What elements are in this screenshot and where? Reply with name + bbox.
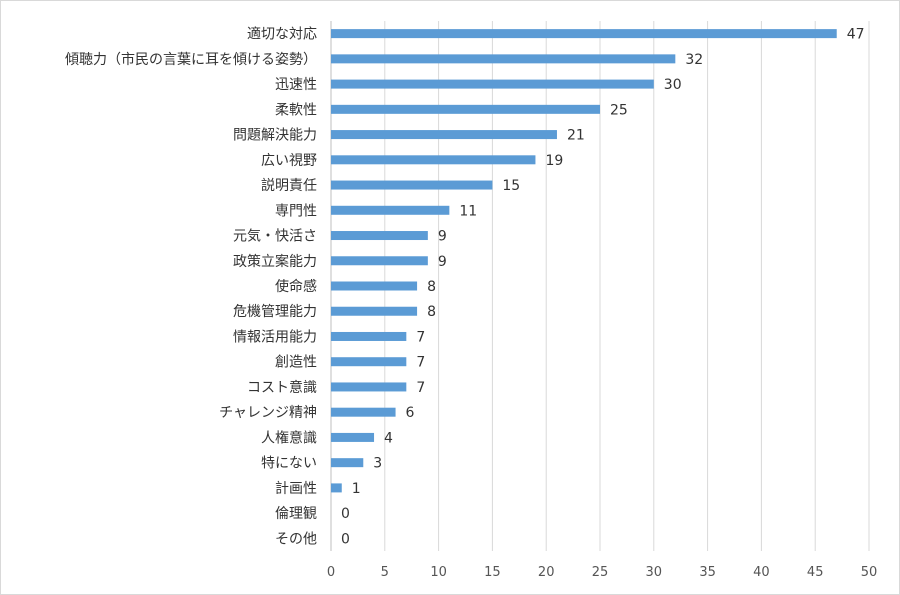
bar xyxy=(331,483,342,493)
category-label: 危機管理能力 xyxy=(233,304,317,320)
x-tick-label: 20 xyxy=(538,565,555,580)
bar xyxy=(331,29,837,39)
data-label: 7 xyxy=(416,329,425,345)
bar xyxy=(331,407,396,417)
category-label: チャレンジ精神 xyxy=(219,405,317,421)
category-label: 使命感 xyxy=(275,278,317,295)
x-tick-label: 5 xyxy=(381,565,389,580)
bar xyxy=(331,130,557,140)
bar xyxy=(331,432,375,442)
bar xyxy=(331,331,407,341)
data-label: 1 xyxy=(352,481,361,497)
bar xyxy=(331,281,418,291)
category-label: 傾聴力（市民の言葉に耳を傾ける姿勢） xyxy=(65,51,317,68)
bar xyxy=(331,231,428,241)
data-label: 32 xyxy=(685,52,703,68)
category-label: 専門性 xyxy=(275,203,317,219)
category-label: 広い視野 xyxy=(261,153,317,169)
data-label: 9 xyxy=(438,229,447,245)
x-tick-label: 0 xyxy=(327,565,335,580)
data-label: 25 xyxy=(610,102,628,118)
data-label: 21 xyxy=(567,128,585,144)
bar xyxy=(331,180,493,190)
bar xyxy=(331,79,654,89)
bar xyxy=(331,357,407,367)
category-label: 創造性 xyxy=(275,355,317,371)
category-label: 元気・快活さ xyxy=(233,229,317,245)
bar xyxy=(331,458,364,468)
x-tick-label: 30 xyxy=(646,565,663,580)
data-label: 8 xyxy=(427,279,436,295)
category-label: 計画性 xyxy=(275,481,317,497)
category-label: 政策立案能力 xyxy=(233,253,317,270)
category-label: コスト意識 xyxy=(247,379,317,396)
data-label: 8 xyxy=(427,304,436,320)
bar xyxy=(331,104,600,114)
category-label: その他 xyxy=(275,531,317,547)
data-label: 0 xyxy=(341,506,350,522)
x-tick-label: 35 xyxy=(699,565,716,580)
data-label: 11 xyxy=(459,203,477,219)
bar xyxy=(331,306,418,316)
x-tick-label: 10 xyxy=(430,565,447,580)
bar xyxy=(331,256,428,266)
x-tick-label: 25 xyxy=(592,565,609,580)
data-label: 19 xyxy=(545,153,563,169)
category-label: 倫理観 xyxy=(275,505,317,522)
data-label: 6 xyxy=(406,405,415,421)
data-label: 9 xyxy=(438,254,447,270)
category-label: 柔軟性 xyxy=(275,102,317,118)
category-label: 迅速性 xyxy=(275,77,317,93)
data-label: 0 xyxy=(341,531,350,547)
x-tick-label: 40 xyxy=(753,565,770,580)
category-label: 情報活用能力 xyxy=(233,329,317,345)
category-label: 問題解決能力 xyxy=(233,128,317,144)
data-label: 47 xyxy=(847,27,865,43)
data-label: 15 xyxy=(502,178,520,194)
x-tick-label: 15 xyxy=(484,565,501,580)
category-label: 特にない xyxy=(261,456,317,472)
bar xyxy=(331,205,450,215)
x-tick-label: 50 xyxy=(861,565,878,580)
data-label: 7 xyxy=(416,380,425,396)
category-label: 人権意識 xyxy=(261,429,317,446)
data-label: 3 xyxy=(373,456,382,472)
x-tick-label: 45 xyxy=(807,565,824,580)
bar xyxy=(331,155,536,165)
bar xyxy=(331,54,676,64)
data-label: 7 xyxy=(416,355,425,371)
data-label: 4 xyxy=(384,430,393,446)
category-label: 適切な対応 xyxy=(247,26,317,43)
category-label: 説明責任 xyxy=(261,178,317,194)
bar xyxy=(331,382,407,392)
data-label: 30 xyxy=(664,77,682,93)
